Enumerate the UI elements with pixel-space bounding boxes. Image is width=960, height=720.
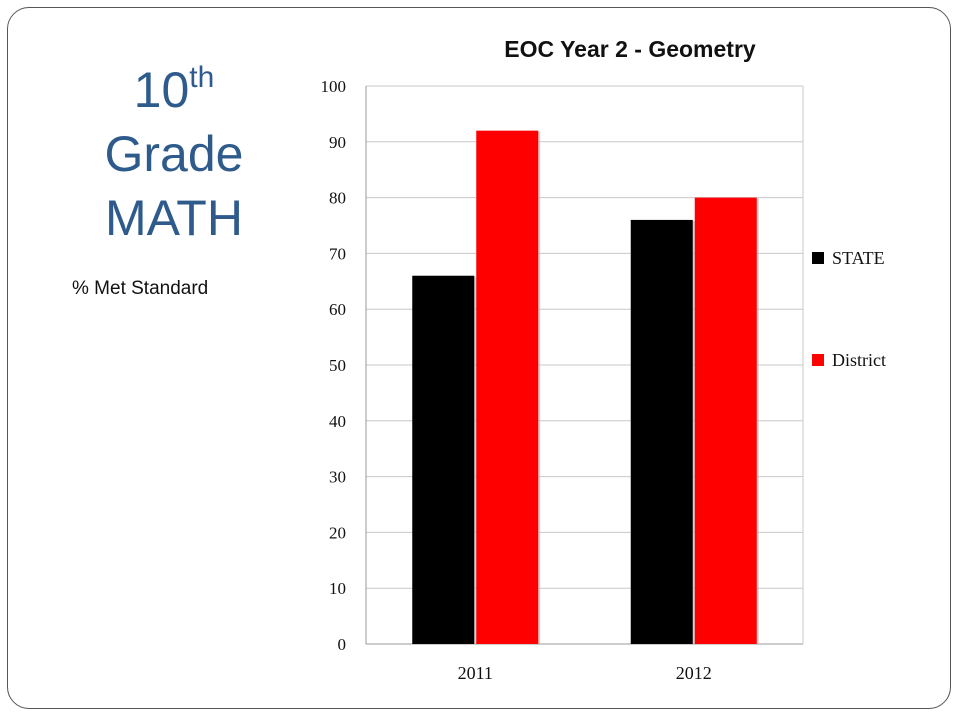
y-tick-label: 40 (329, 412, 346, 431)
bar-district-2011 (476, 130, 539, 644)
grade-number: 10 (133, 62, 190, 118)
legend-swatch-district (812, 354, 824, 366)
x-tick-label: 2011 (458, 663, 493, 683)
subtitle: % Met Standard (72, 278, 209, 299)
y-tick-label: 80 (329, 189, 346, 208)
subject-label: MATH (105, 190, 243, 246)
y-tick-label: 100 (321, 77, 347, 96)
grade-word: Grade (104, 126, 244, 182)
legend-label-state: STATE (832, 248, 885, 268)
grade-heading: 10th Grade MATH (60, 58, 288, 250)
y-tick-label: 90 (329, 133, 346, 152)
y-tick-label: 50 (329, 356, 346, 375)
y-tick-label: 0 (338, 635, 347, 654)
y-tick-label: 30 (329, 468, 346, 487)
grade-number-line: 10th (60, 58, 288, 122)
chart-title: EOC Year 2 - Geometry (504, 36, 756, 62)
grade-suffix: th (189, 61, 215, 94)
y-tick-label: 10 (329, 579, 346, 598)
bar-state-2011 (412, 275, 475, 644)
bar-district-2012 (694, 197, 757, 644)
y-tick-label: 60 (329, 300, 346, 319)
legend-label-district: District (832, 350, 886, 370)
y-tick-label: 20 (329, 523, 346, 542)
bar-state-2012 (630, 219, 693, 645)
legend-swatch-state (812, 252, 824, 264)
y-tick-label: 70 (329, 244, 346, 263)
x-tick-label: 2012 (676, 663, 712, 683)
